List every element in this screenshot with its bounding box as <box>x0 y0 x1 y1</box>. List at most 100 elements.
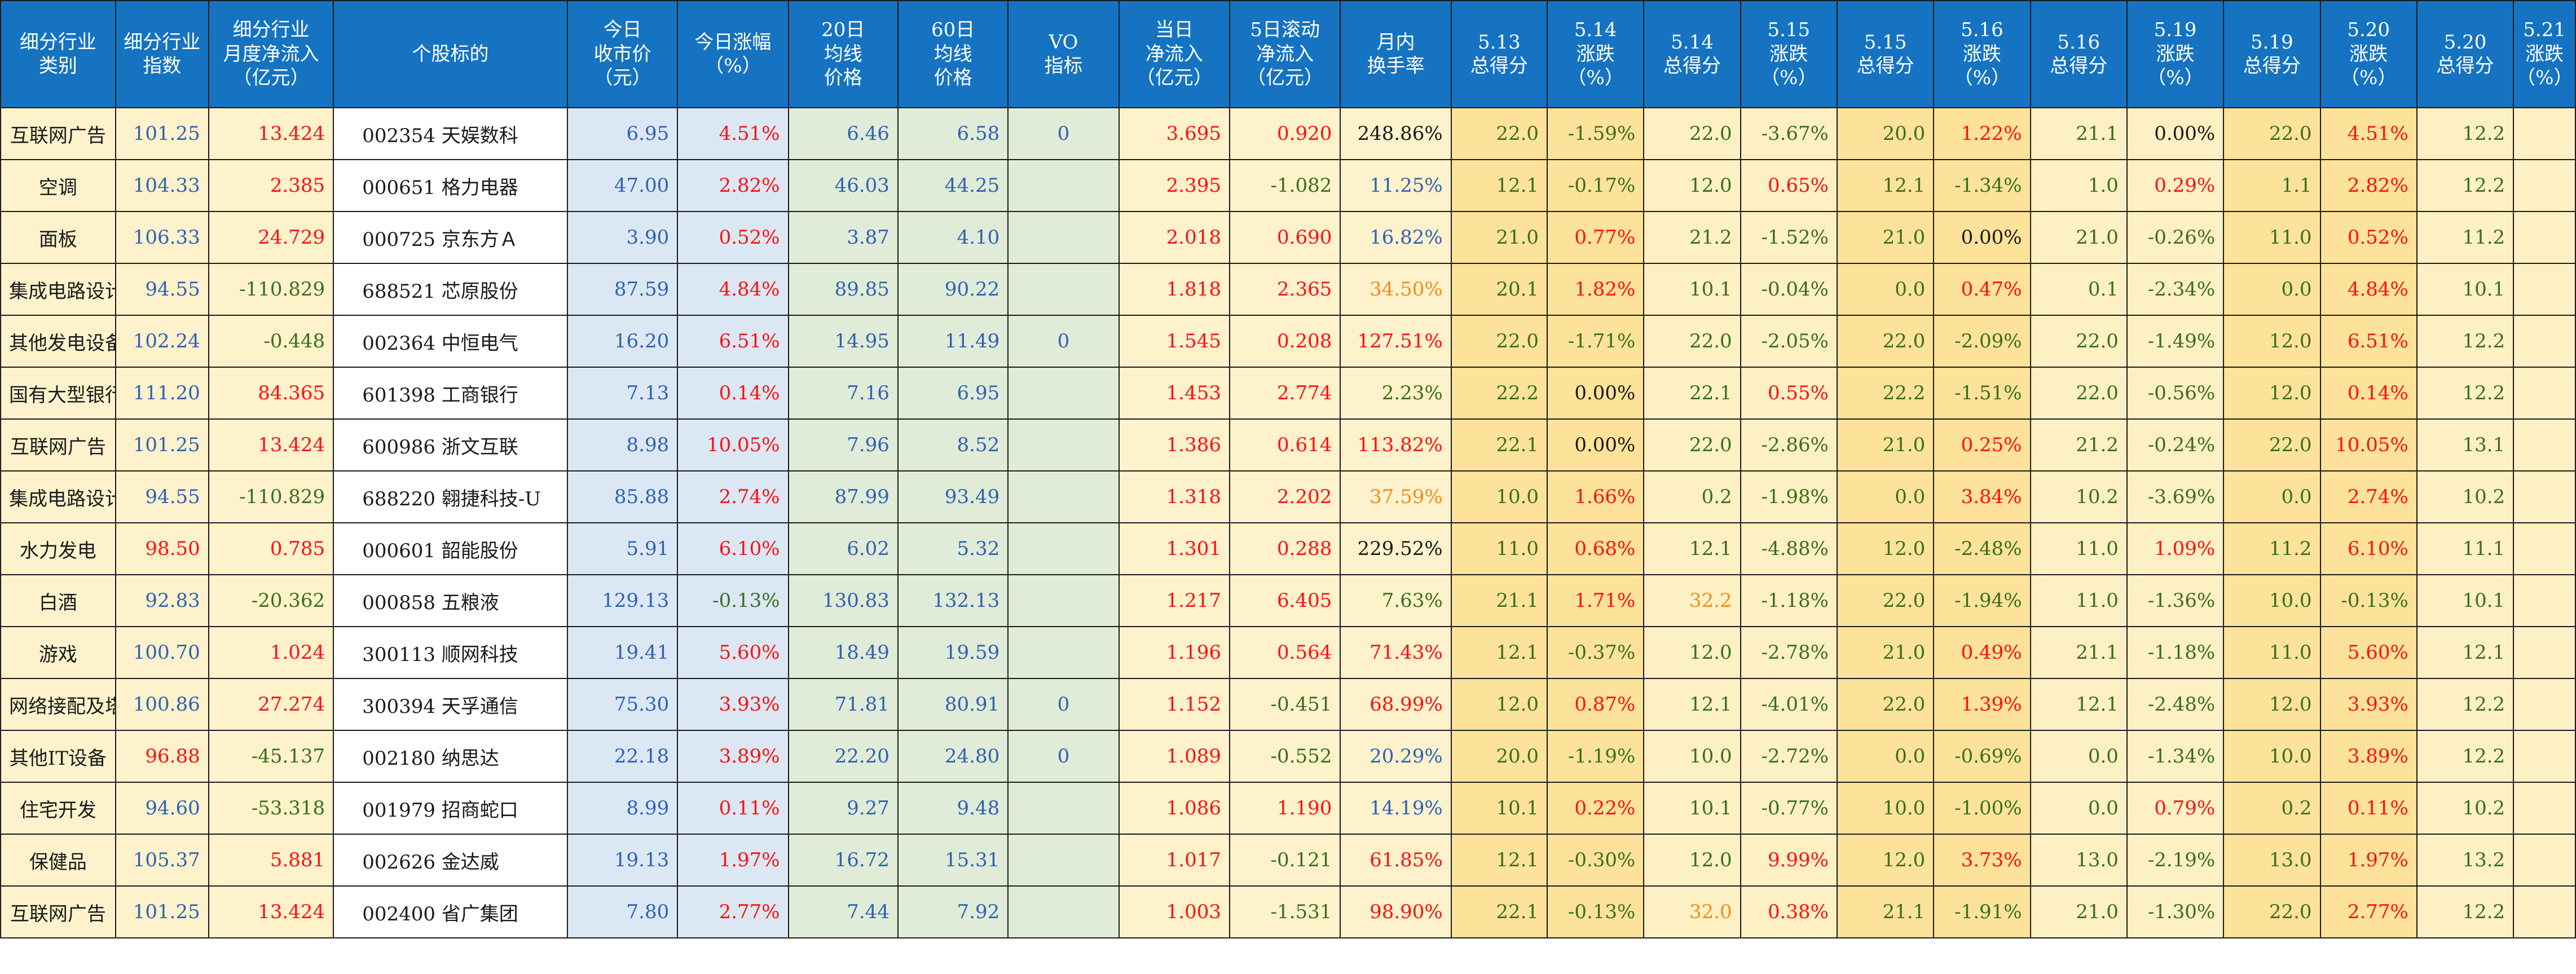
cell-index: 100.70 <box>115 626 209 679</box>
cell-c519: 0.00% <box>2126 107 2225 160</box>
cell-inflow-5d: 2.202 <box>1228 470 1341 523</box>
cell-turnover: 229.52% <box>1340 522 1452 575</box>
cell-ma60: 11.49 <box>897 315 1009 368</box>
cell-change: 4.51% <box>677 107 789 160</box>
cell-c514: -0.17% <box>1547 159 1645 212</box>
column-header: 5.20 总得分 <box>2416 0 2515 108</box>
cell-c515: 0.65% <box>1740 159 1838 212</box>
cell-s520: 12.2 <box>2416 315 2515 368</box>
cell-c516: 3.73% <box>1933 834 2031 887</box>
cell-ma60: 6.95 <box>897 367 1009 420</box>
cell-index: 111.20 <box>115 367 209 420</box>
cell-close: 129.13 <box>566 574 679 627</box>
cell-month-inflow: -0.448 <box>208 315 334 368</box>
table-row: 白酒 92.83 -20.362 000858 五粮液 129.13 -0.13% 130.… <box>0 574 2576 627</box>
cell-day-inflow: 1.086 <box>1118 782 1231 835</box>
column-header: VO 指标 <box>1007 0 1120 108</box>
cell-s514: 22.0 <box>1643 107 1741 160</box>
column-header: 5.14 涨跌 （%） <box>1547 0 1645 108</box>
cell-turnover: 127.51% <box>1340 315 1452 368</box>
column-header: 5.19 涨跌 （%） <box>2126 0 2225 108</box>
cell-day-inflow: 3.695 <box>1118 107 1231 160</box>
cell-c514: 1.82% <box>1547 263 1645 316</box>
cell-c514: 0.00% <box>1547 418 1645 471</box>
cell-s519: 10.0 <box>2223 574 2321 627</box>
cell-inflow-5d: 0.690 <box>1228 211 1341 264</box>
cell-c521 <box>2513 522 2576 575</box>
cell-c521 <box>2513 626 2576 679</box>
cell-day-inflow: 1.818 <box>1118 263 1231 316</box>
cell-s514: 0.2 <box>1643 470 1741 523</box>
cell-ma20: 14.95 <box>787 315 899 368</box>
cell-category: 其他IT设备 <box>0 730 116 783</box>
cell-c519: -1.34% <box>2126 730 2225 783</box>
cell-inflow-5d: 0.564 <box>1228 626 1341 679</box>
cell-index: 94.60 <box>115 782 209 835</box>
header-row: 细分行业 类别 细分行业 指数 细分行业 月度净流入 （亿元） 个股标的 今日 收市价 … <box>0 0 2576 108</box>
cell-change: 2.74% <box>677 470 789 523</box>
cell-c521 <box>2513 574 2576 627</box>
cell-category: 游戏 <box>0 626 116 679</box>
stock-screening-table: 细分行业 类别 细分行业 指数 细分行业 月度净流入 （亿元） 个股标的 今日 收市价 … <box>0 0 2576 938</box>
cell-change: 6.51% <box>677 315 789 368</box>
cell-change: 10.05% <box>677 418 789 471</box>
cell-ma60: 19.59 <box>897 626 1009 679</box>
cell-change: 4.84% <box>677 263 789 316</box>
cell-ma20: 6.02 <box>787 522 899 575</box>
cell-s516: 21.0 <box>2029 211 2128 264</box>
cell-c515: -2.86% <box>1740 418 1838 471</box>
cell-c514: 0.87% <box>1547 678 1645 731</box>
cell-s519: 11.0 <box>2223 211 2321 264</box>
cell-s514: 12.0 <box>1643 159 1741 212</box>
cell-s516: 21.1 <box>2029 626 2128 679</box>
cell-inflow-5d: 0.288 <box>1228 522 1341 575</box>
cell-stock: 688521 芯原股份 <box>333 263 568 316</box>
cell-vo <box>1007 263 1120 316</box>
cell-s515: 0.0 <box>1836 730 1935 783</box>
cell-c515: 0.38% <box>1740 885 1838 938</box>
cell-close: 87.59 <box>566 263 679 316</box>
cell-s516: 13.0 <box>2029 834 2128 887</box>
cell-month-inflow: -110.829 <box>208 263 334 316</box>
cell-category: 空调 <box>0 159 116 212</box>
cell-category: 互联网广告 <box>0 418 116 471</box>
column-header: 5.13 总得分 <box>1450 0 1548 108</box>
cell-s514: 12.0 <box>1643 626 1741 679</box>
cell-day-inflow: 1.318 <box>1118 470 1231 523</box>
cell-inflow-5d: 0.614 <box>1228 418 1341 471</box>
cell-c516: -1.34% <box>1933 159 2031 212</box>
cell-s515: 21.0 <box>1836 418 1935 471</box>
cell-s514: 12.1 <box>1643 522 1741 575</box>
cell-close: 16.20 <box>566 315 679 368</box>
cell-change: 0.52% <box>677 211 789 264</box>
cell-change: 3.89% <box>677 730 789 783</box>
cell-day-inflow: 1.386 <box>1118 418 1231 471</box>
cell-c519: -2.48% <box>2126 678 2225 731</box>
cell-c519: -3.69% <box>2126 470 2225 523</box>
table-row: 保健品 105.37 5.881 002626 金达威 19.13 1.97% 16.72 1… <box>0 834 2576 887</box>
cell-vo: 0 <box>1007 107 1120 160</box>
cell-ma20: 7.44 <box>787 885 899 938</box>
column-header: 5.16 总得分 <box>2029 0 2128 108</box>
cell-s513: 12.1 <box>1450 834 1548 887</box>
cell-c519: 1.09% <box>2126 522 2225 575</box>
column-header: 细分行业 月度净流入 （亿元） <box>208 0 334 108</box>
cell-s520: 10.1 <box>2416 574 2515 627</box>
cell-inflow-5d: 0.920 <box>1228 107 1341 160</box>
cell-c514: -0.30% <box>1547 834 1645 887</box>
cell-month-inflow: 1.024 <box>208 626 334 679</box>
cell-s514: 10.1 <box>1643 263 1741 316</box>
cell-c514: -0.13% <box>1547 885 1645 938</box>
cell-ma20: 89.85 <box>787 263 899 316</box>
cell-s516: 21.1 <box>2029 107 2128 160</box>
cell-c514: 1.71% <box>1547 574 1645 627</box>
cell-s515: 22.0 <box>1836 574 1935 627</box>
cell-month-inflow: 13.424 <box>208 418 334 471</box>
cell-s520: 12.2 <box>2416 159 2515 212</box>
cell-c519: -1.49% <box>2126 315 2225 368</box>
cell-ma60: 7.92 <box>897 885 1009 938</box>
cell-change: 1.97% <box>677 834 789 887</box>
cell-stock: 000601 韶能股份 <box>333 522 568 575</box>
cell-s520: 12.2 <box>2416 367 2515 420</box>
